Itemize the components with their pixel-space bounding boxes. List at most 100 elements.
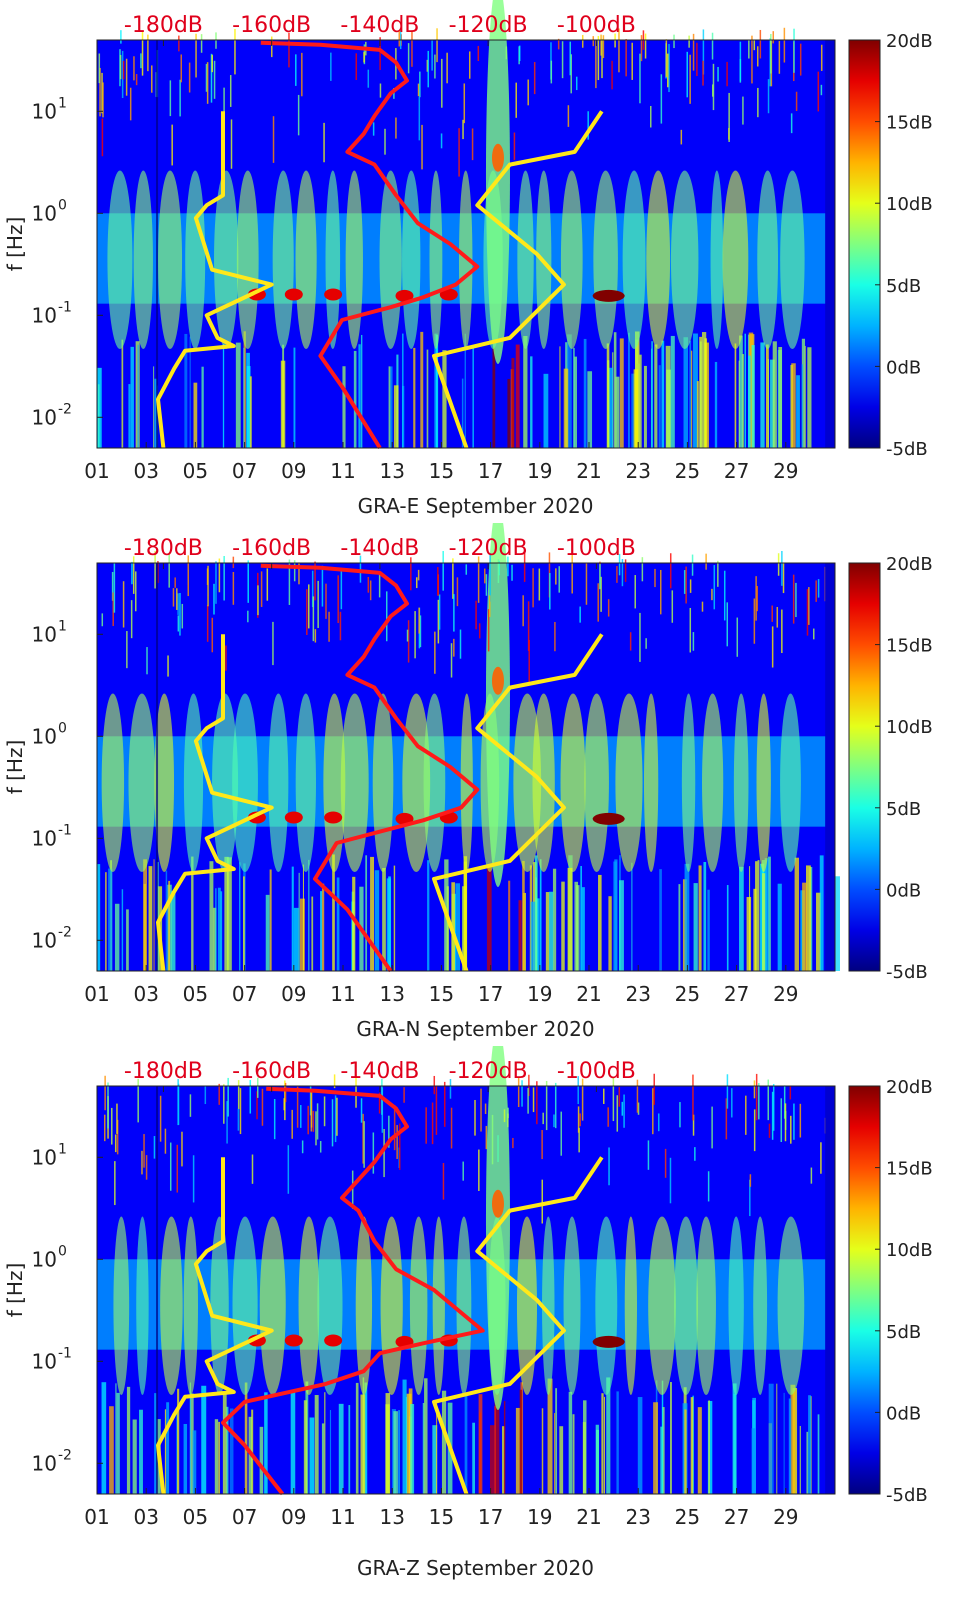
heatmap-cell (104, 1075, 106, 1111)
heatmap-cell (126, 631, 128, 669)
heatmap-cell (261, 1088, 264, 1126)
heatmap-cell (188, 62, 191, 93)
heatmap-cell (424, 1378, 428, 1494)
heatmap-cell (112, 592, 114, 627)
heatmap-cell (731, 1088, 733, 1118)
low-noise-model-line (156, 111, 274, 449)
heatmap-cell (613, 332, 617, 448)
heatmap-cell (431, 1102, 434, 1145)
heatmap-cell (151, 65, 153, 93)
heatmap-cell (462, 119, 464, 140)
heatmap-hotspot (324, 288, 343, 301)
heatmap-cell (681, 693, 696, 873)
heatmap-cell (689, 340, 692, 448)
heatmap-cell (708, 1400, 710, 1494)
heatmap-cell (291, 1109, 293, 1139)
heatmap-cell (298, 1216, 320, 1396)
y-tick-label: 10 (32, 928, 57, 952)
heatmap-cell (239, 1088, 242, 1135)
heatmap-cell (154, 378, 157, 448)
heatmap-cell (753, 1216, 768, 1396)
heatmap-cell (358, 344, 361, 448)
heatmap-cell (227, 1077, 229, 1117)
heatmap-cell (592, 36, 595, 47)
heatmap-cell (714, 361, 718, 448)
heatmap-cell (608, 1147, 610, 1186)
y-tick-exponent: 1 (58, 1141, 67, 1157)
heatmap-cell (119, 54, 122, 80)
heatmap-cell (689, 579, 692, 593)
heatmap-hotspot (395, 812, 414, 825)
heatmap-cell (338, 1403, 344, 1494)
heatmap-cell (137, 1078, 139, 1123)
colorbar-tick-label: 20dB (886, 31, 933, 52)
heatmap-hotspot (324, 1334, 343, 1347)
heatmap-cell (247, 610, 249, 623)
colorbar-tick-label: 20dB (886, 1077, 933, 1098)
heatmap-cell (205, 63, 208, 92)
heatmap-cell (751, 345, 755, 448)
top-tick-label: -180dB (124, 536, 203, 561)
heatmap-cell (211, 617, 214, 653)
heatmap-cell (121, 889, 124, 971)
heatmap-cell (450, 1107, 453, 1149)
heatmap-cell (600, 34, 602, 56)
heatmap-cell (264, 1392, 268, 1494)
heatmap-cell (725, 1098, 728, 1140)
heatmap-cell (239, 862, 241, 971)
heatmap-cell (726, 602, 729, 647)
heatmap-cell (793, 28, 795, 73)
heatmap-cell (595, 1429, 600, 1494)
heatmap-cell (559, 346, 561, 448)
heatmap-cell (825, 1086, 835, 1494)
heatmap-cell (692, 33, 695, 71)
heatmap-cell (711, 32, 714, 60)
x-tick-label: 13 (379, 1505, 404, 1529)
heatmap-cell (484, 568, 486, 584)
heatmap-cell (435, 335, 439, 448)
heatmap-cell (291, 866, 294, 971)
heatmap-cell (791, 363, 796, 448)
heatmap-cell (301, 52, 303, 97)
heatmap-cell (771, 605, 773, 622)
heatmap-cell (432, 1425, 438, 1494)
x-tick-label: 17 (478, 1505, 503, 1529)
heatmap-cell (101, 72, 103, 114)
heatmap-cell (300, 1105, 302, 1128)
heatmap-cell (237, 1080, 240, 1110)
heatmap-cell (272, 116, 275, 163)
heatmap-cell (379, 37, 381, 70)
heatmap-hotspot (284, 288, 303, 301)
heatmap-cell (802, 882, 807, 971)
heatmap-cell (464, 1394, 468, 1494)
y-tick-exponent: -1 (58, 299, 72, 315)
heatmap-cell (587, 371, 593, 448)
heatmap-cell (312, 596, 315, 642)
heatmap-cell (257, 585, 259, 616)
top-tick-label: -140dB (340, 13, 419, 38)
heatmap-cell (570, 54, 572, 94)
heatmap-cell (323, 122, 325, 163)
heatmap-cell (336, 877, 340, 971)
heatmap-cell (407, 620, 410, 663)
heatmap-cell (237, 1108, 240, 1131)
heatmap-cell (658, 365, 661, 448)
heatmap-cell (218, 1421, 220, 1494)
heatmap-cell (751, 1428, 756, 1494)
heatmap-cell (381, 1087, 384, 1133)
heatmap-cell (748, 332, 754, 448)
heatmap-cell (137, 344, 139, 448)
colorbar (848, 1085, 881, 1495)
x-tick-label: 01 (84, 982, 109, 1006)
heatmap-cell (799, 1425, 801, 1494)
heatmap-cell (542, 1112, 544, 1125)
heatmap-cell (808, 1395, 811, 1494)
heatmap-cell (480, 1088, 482, 1132)
heatmap-cell (753, 888, 757, 971)
heatmap-cell (101, 118, 104, 157)
heatmap-cell (755, 1073, 758, 1121)
heatmap-cell (298, 562, 300, 585)
heatmap-cell (602, 35, 605, 59)
heatmap-cell (742, 96, 744, 125)
heatmap-cell (215, 561, 217, 604)
